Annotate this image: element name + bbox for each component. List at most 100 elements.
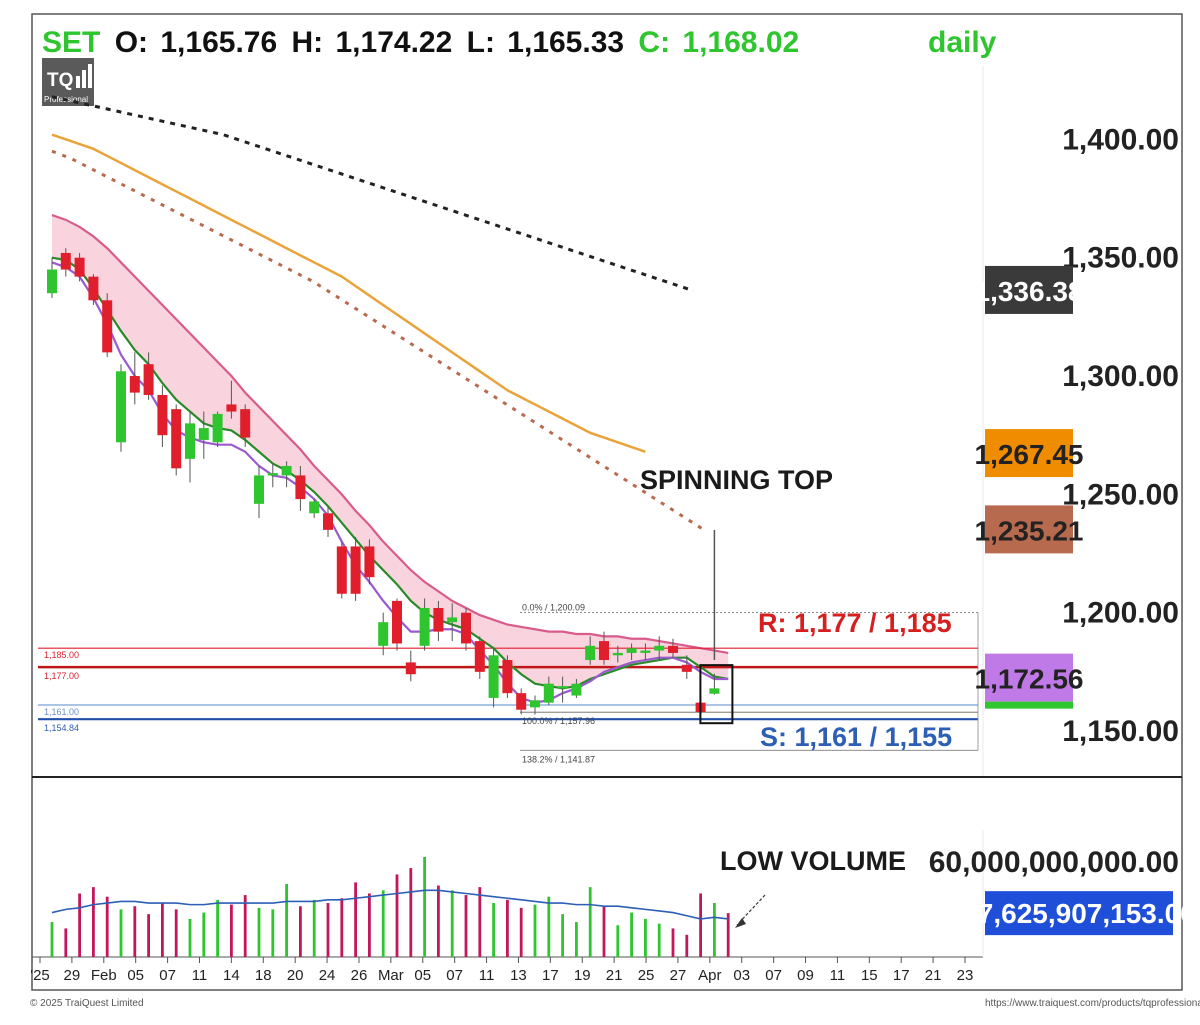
- volume-bar: [354, 882, 357, 957]
- volume-bar: [188, 918, 192, 957]
- volume-bar: [78, 893, 81, 957]
- volume-badge: [985, 891, 1173, 936]
- candle: [281, 461, 292, 488]
- candle-body: [557, 686, 568, 689]
- candle: [474, 636, 485, 679]
- volume-bar: [395, 874, 399, 957]
- date-label: 07: [446, 967, 463, 984]
- candle-body: [281, 465, 292, 476]
- volume-bar: [423, 856, 426, 957]
- candle: [626, 643, 637, 661]
- price-badge-label: 1,235.21: [975, 515, 1084, 546]
- candle: [681, 655, 692, 679]
- candle-body: [571, 683, 582, 696]
- date-label: 07: [159, 967, 176, 984]
- support-label: S: 1,161 / 1,155: [760, 722, 952, 752]
- high-value: 1,174.22: [336, 26, 453, 59]
- candle-body: [668, 645, 678, 653]
- date-label: 29: [64, 967, 81, 984]
- volume-bar: [161, 903, 164, 957]
- candle-body: [116, 371, 126, 443]
- date-label: 05: [414, 967, 431, 984]
- price-badge-label: 1,172.56: [975, 664, 1084, 695]
- candle-body: [129, 376, 140, 393]
- date-label: 21: [925, 967, 942, 984]
- volume-ma-line: [51, 889, 729, 920]
- candle: [461, 607, 471, 651]
- candle-body: [405, 662, 416, 675]
- volume-bar: [243, 895, 247, 957]
- volume-bar: [561, 914, 564, 957]
- volume-bar: [216, 899, 219, 957]
- volume-bar: [230, 904, 233, 957]
- candle-body: [681, 664, 692, 672]
- candle: [267, 463, 278, 488]
- volume-bar: [713, 903, 716, 957]
- candle: [157, 385, 168, 448]
- open-label: O:: [115, 26, 148, 59]
- date-label: 15: [861, 967, 878, 984]
- volume-bar: [92, 887, 95, 957]
- candle: [488, 648, 499, 708]
- volume-bar: [547, 896, 551, 957]
- candle-body: [433, 607, 444, 632]
- candle: [116, 364, 126, 452]
- candle: [212, 411, 223, 448]
- date-label: 17: [893, 967, 910, 984]
- low-volume-arrow: [736, 894, 766, 926]
- date-label: 27: [670, 967, 687, 984]
- date-label: 26: [351, 967, 368, 984]
- price-badge-label: 1,267.45: [975, 439, 1084, 470]
- date-label: 21: [606, 967, 623, 984]
- volume-bar: [588, 887, 592, 957]
- symbol-label: SET: [42, 26, 100, 59]
- candle-body: [212, 413, 223, 443]
- candle: [392, 598, 402, 651]
- volume-bar: [630, 912, 633, 957]
- candle: [129, 352, 140, 405]
- volume-bar: [506, 899, 509, 957]
- candle-body: [599, 641, 609, 661]
- candle-body: [364, 546, 375, 578]
- price-badge: [985, 505, 1073, 554]
- candle: [640, 643, 651, 661]
- candle-body: [516, 693, 527, 710]
- candle-body: [709, 688, 720, 694]
- low-label: L:: [467, 26, 495, 59]
- date-label: Apr: [698, 967, 721, 984]
- ma-band-fill: [52, 215, 729, 689]
- candle: [143, 352, 154, 400]
- volume-bar: [726, 913, 730, 957]
- candle-body: [640, 650, 651, 653]
- candle-body: [267, 473, 278, 476]
- date-label: 14: [223, 967, 240, 984]
- candle: [185, 411, 195, 483]
- volume-bar: [450, 890, 454, 957]
- candle-body: [60, 252, 71, 270]
- candle: [502, 655, 513, 698]
- candle: [654, 636, 665, 661]
- volume-bar: [50, 922, 54, 957]
- candle-body: [295, 475, 306, 500]
- candle: [709, 673, 720, 695]
- candle-body: [240, 409, 251, 438]
- volume-bar: [657, 923, 661, 957]
- candle-body: [143, 364, 154, 395]
- volume-bar: [381, 890, 385, 957]
- ma-orange-line: [51, 133, 646, 453]
- date-label: 09: [797, 967, 814, 984]
- ma-dotted-black-line: [51, 95, 695, 293]
- candle: [47, 257, 57, 298]
- volume-bar: [699, 893, 702, 957]
- candle: [74, 252, 85, 282]
- candle-body: [461, 612, 471, 644]
- copyright-text: © 2025 TraiQuest Limited: [30, 998, 144, 1009]
- candle: [571, 678, 582, 698]
- volume-bar: [533, 904, 537, 957]
- candle: [543, 676, 554, 705]
- volume-bar: [616, 925, 620, 957]
- volume-bar: [644, 918, 647, 957]
- date-label: 13: [510, 967, 527, 984]
- tq-logo-text: TQ: [47, 70, 73, 91]
- price-badge: [985, 265, 1073, 314]
